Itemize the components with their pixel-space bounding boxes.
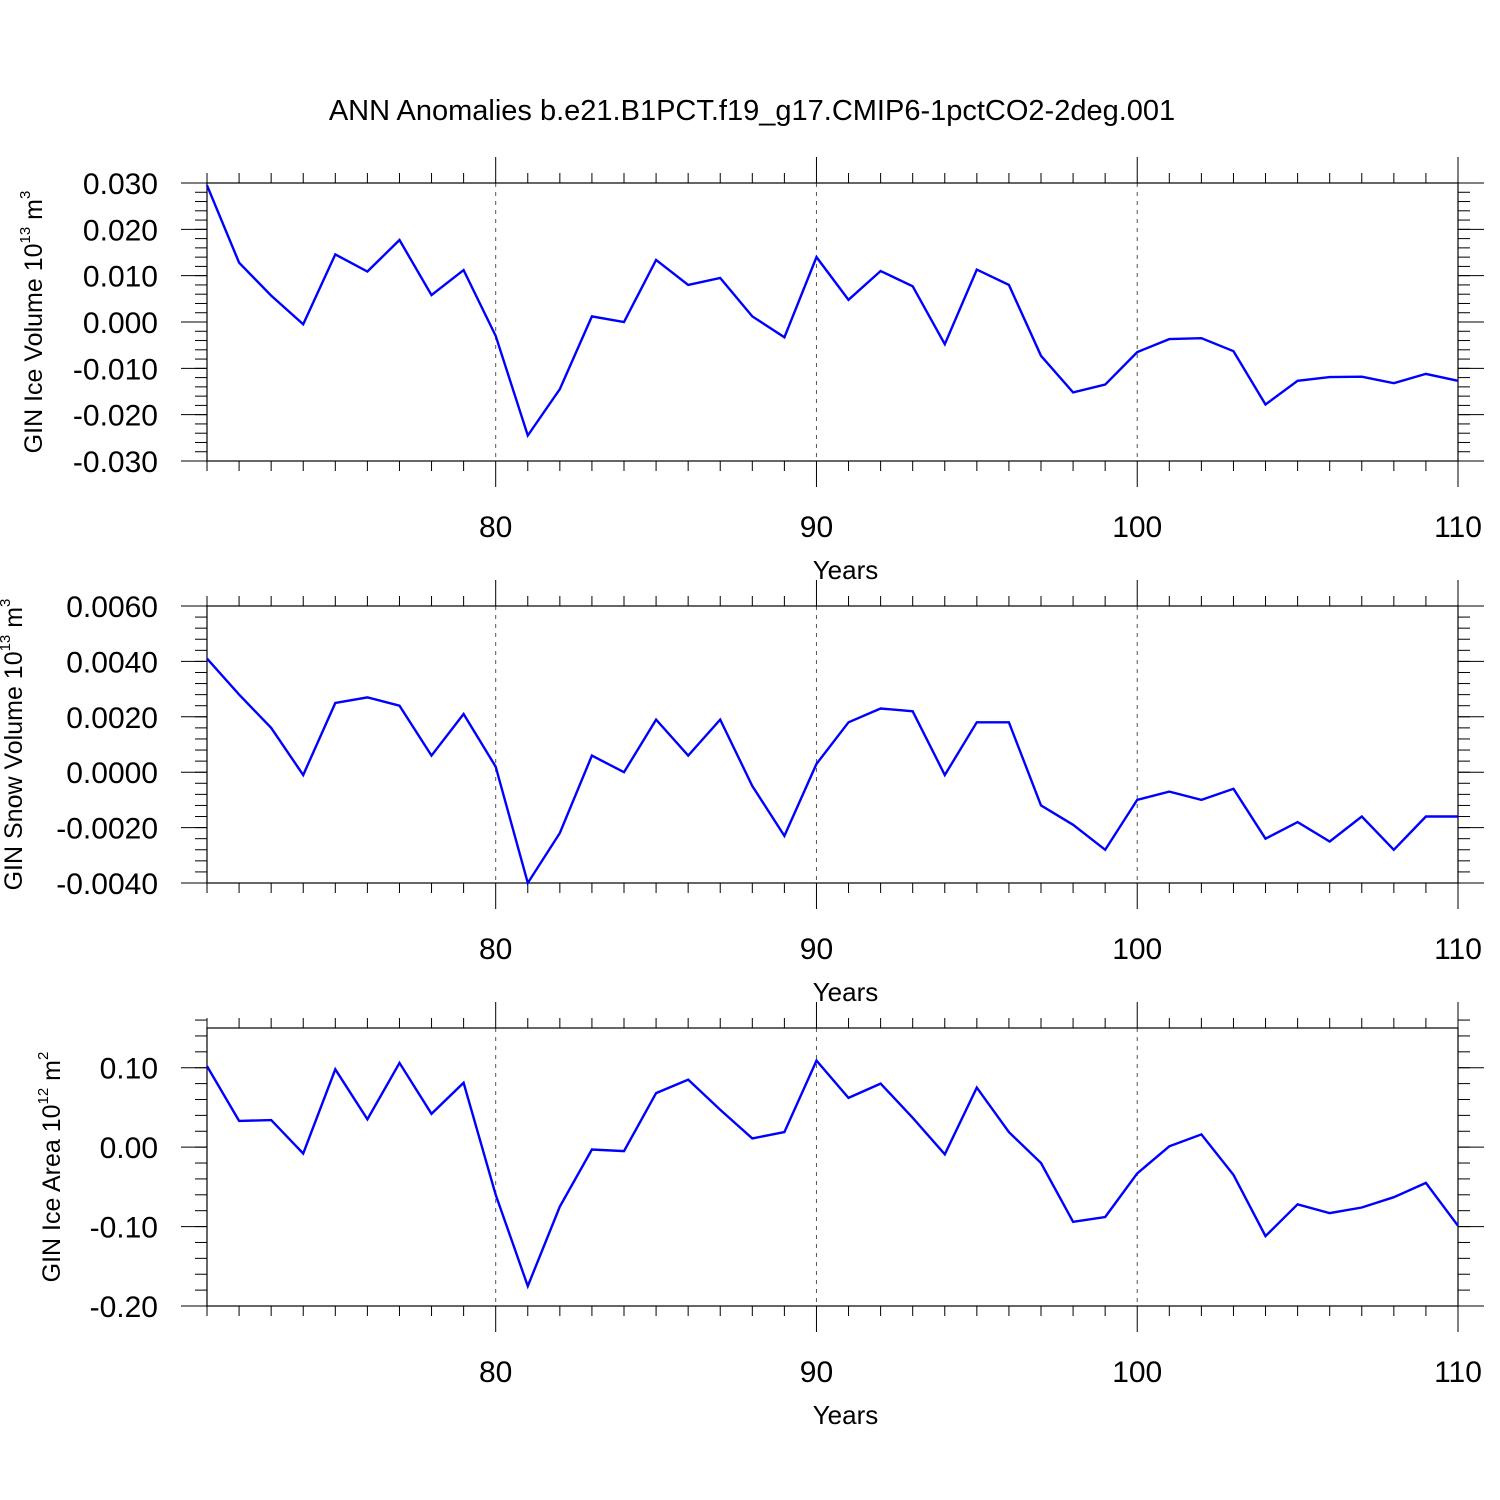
y-tick-label: 0.0020 [66,702,158,735]
x-tick-label: 110 [1434,511,1482,544]
panel-1: 80 90 100 110 Years 0.030 0.020 0.010 0.000 -0.01… [17,157,1484,585]
x-axis-title: Years [813,1400,879,1430]
plot-frame [206,605,1459,884]
y-tick-label: 0.020 [83,214,158,247]
x-tick-label: 90 [800,1356,833,1389]
y-axis-title: GIN Ice Area 1012 m2 [35,1052,66,1283]
y-tick-label: -0.10 [90,1212,158,1245]
y-tick-label: 0.0040 [66,646,158,679]
y-tick-label: 0.00 [100,1132,158,1165]
x-axis-title: Years [813,977,879,1007]
x-tick-label: 90 [800,511,833,544]
panels: 80 90 100 110 Years 0.030 0.020 0.010 0.000 -0.01… [0,157,1484,1430]
y-axis-title: GIN Ice Volume 1013 m3 [17,191,48,454]
x-tick-label: 100 [1112,933,1162,966]
y-tick-label: -0.0020 [56,813,158,846]
x-tick-label: 90 [800,933,833,966]
x-tick-label: 80 [479,933,512,966]
x-tick-label: 100 [1112,1356,1162,1389]
y-tick-label: -0.0040 [56,868,158,901]
y-tick-label: 0.0060 [66,591,158,624]
y-tick-label: -0.010 [73,353,158,386]
y-tick-label: 0.010 [83,261,158,294]
y-tick-label: 0.0000 [66,757,158,790]
series-line [205,1058,1459,1290]
panel-2: 80 90 100 110 Years 0.0060 0.0040 0.0020 0.0000 -… [0,580,1484,1007]
y-tick-label: 0.000 [83,307,158,340]
plot-frame [206,1027,1459,1307]
y-tick-label: 0.10 [100,1053,158,1086]
x-tick-label: 80 [479,1356,512,1389]
y-tick-label: 0.030 [83,168,158,201]
series-line [206,657,1458,886]
y-tick-label: -0.20 [90,1291,158,1324]
panel-3: 80 90 100 110 Years 0.10 0.00 -0.10 -0.20 GIN Ice… [35,1002,1484,1430]
x-axis-title: Years [813,555,879,585]
figure-title: ANN Anomalies b.e21.B1PCT.f19_g17.CMIP6-… [329,95,1175,127]
x-tick-label: 80 [479,511,512,544]
y-tick-label: -0.030 [73,446,158,479]
y-axis-title: GIN Snow Volume 1013 m3 [0,599,28,891]
series-line [205,184,1459,439]
x-tick-label: 110 [1434,933,1482,966]
x-tick-label: 110 [1434,1356,1482,1389]
x-tick-label: 100 [1112,511,1162,544]
y-tick-label: -0.020 [73,400,158,433]
